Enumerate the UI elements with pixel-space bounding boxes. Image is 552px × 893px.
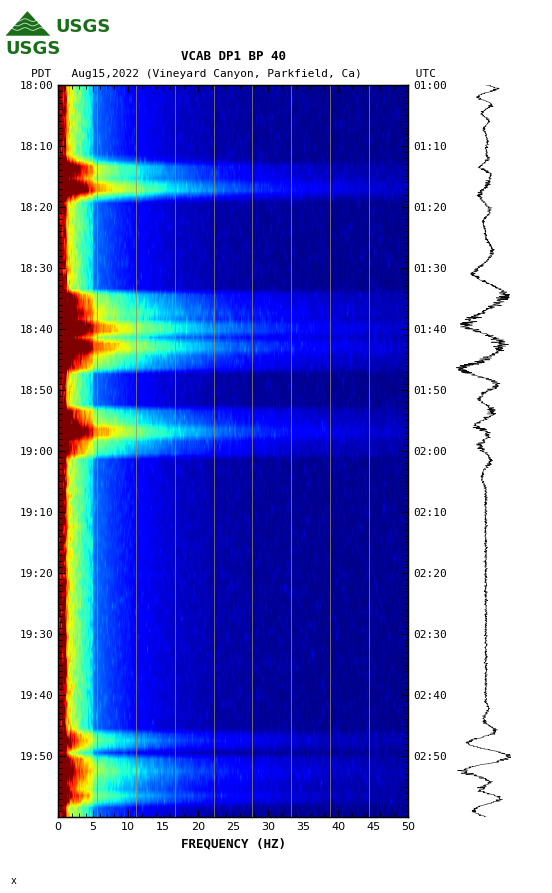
Text: PDT   Aug15,2022 (Vineyard Canyon, Parkfield, Ca)        UTC: PDT Aug15,2022 (Vineyard Canyon, Parkfie… bbox=[31, 69, 436, 79]
Text: x: x bbox=[11, 876, 17, 886]
Text: USGS: USGS bbox=[55, 18, 110, 36]
PathPatch shape bbox=[6, 12, 50, 36]
Text: USGS: USGS bbox=[6, 40, 61, 58]
Text: VCAB DP1 BP 40: VCAB DP1 BP 40 bbox=[181, 50, 286, 63]
X-axis label: FREQUENCY (HZ): FREQUENCY (HZ) bbox=[181, 838, 286, 850]
